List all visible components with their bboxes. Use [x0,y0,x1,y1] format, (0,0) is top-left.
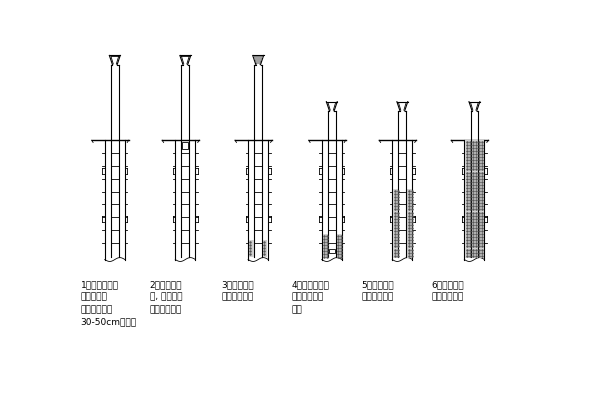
Text: 1、安设导管，
导管底部与
孔底之间留出
30-50cm空隙。: 1、安设导管， 导管底部与 孔底之间留出 30-50cm空隙。 [80,280,137,327]
Bar [407,189,412,258]
Bar [337,234,342,258]
Polygon shape [253,56,263,64]
Bar [182,143,188,149]
Text: 5、连续灘注
砧上提导管。: 5、连续灘注 砧上提导管。 [361,280,394,302]
Bar [393,189,399,258]
Bar [263,240,268,257]
Bar [465,140,484,258]
Text: 6、砧灘注完
毕拔出导管。: 6、砧灘注完 毕拔出导管。 [432,280,464,302]
Bar [322,234,328,258]
Bar [249,240,253,257]
Text: 2、悬挂隔水
栓, 使其与导
管水面紧贴。: 2、悬挂隔水 栓, 使其与导 管水面紧贴。 [150,280,182,314]
Text: 3、漏斗盛满
首批封底砧。: 3、漏斗盛满 首批封底砧。 [222,280,254,302]
Bar [329,249,335,253]
Text: 4、剪断鐵丝，
隔水栓下落孔
底。: 4、剪断鐵丝， 隔水栓下落孔 底。 [291,280,330,314]
